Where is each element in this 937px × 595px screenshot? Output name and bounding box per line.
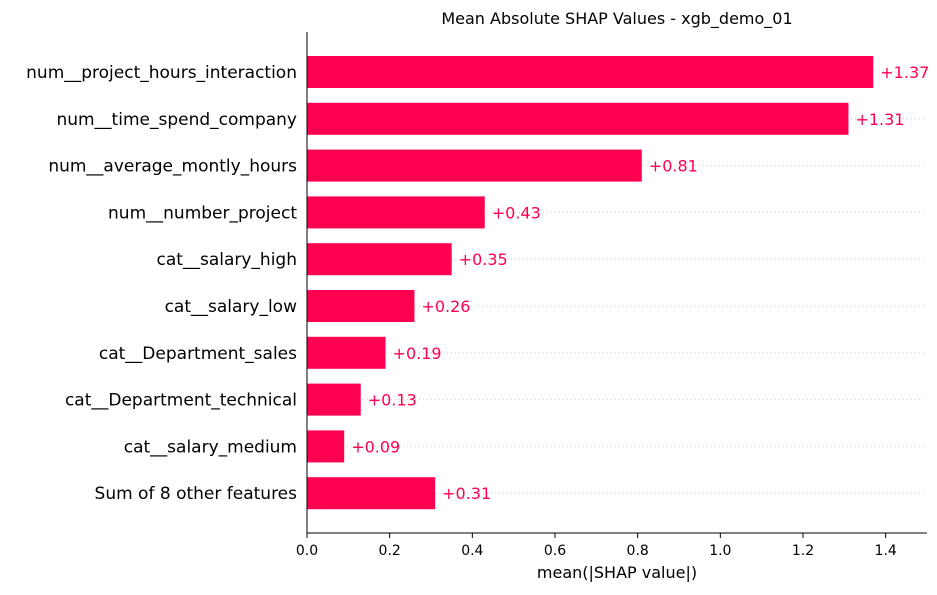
- bar: [307, 430, 345, 463]
- value-label: +0.35: [459, 250, 508, 269]
- category-label: cat__Department_technical: [65, 391, 297, 411]
- bar: [307, 196, 485, 229]
- value-label: +0.09: [351, 437, 400, 456]
- category-label: num__time_spend_company: [56, 110, 297, 130]
- category-label: num__average_montly_hours: [48, 157, 297, 177]
- chart-title: Mean Absolute SHAP Values - xgb_demo_01: [441, 9, 792, 29]
- category-label: num__number_project: [108, 203, 297, 223]
- category-label: cat__Department_sales: [99, 344, 297, 364]
- category-labels: num__project_hours_interaction num__time_…: [26, 63, 297, 504]
- x-tick-label: 0.2: [379, 543, 401, 559]
- x-tick-label: 0.4: [461, 543, 483, 559]
- bar: [307, 383, 361, 416]
- value-label: +0.81: [649, 157, 698, 176]
- value-label: +1.31: [855, 110, 904, 129]
- bar: [307, 243, 452, 276]
- value-label: +0.13: [368, 391, 417, 410]
- category-label: cat__salary_low: [165, 297, 298, 317]
- x-tick-label: 1.0: [709, 543, 731, 559]
- x-tick-label: 0.0: [296, 543, 318, 559]
- x-tick-label: 1.2: [792, 543, 814, 559]
- category-label: cat__salary_high: [157, 250, 297, 270]
- bar: [307, 477, 436, 510]
- value-label: +0.19: [393, 344, 442, 363]
- bar: [307, 290, 415, 322]
- category-label: Sum of 8 other features: [95, 484, 298, 504]
- category-label: num__project_hours_interaction: [26, 63, 297, 83]
- bar: [307, 149, 642, 182]
- row-guides: [307, 71, 927, 494]
- value-label: +1.37: [880, 63, 929, 82]
- bar: [307, 102, 849, 135]
- x-tick-label: 1.4: [875, 543, 897, 559]
- bar: [307, 56, 874, 88]
- value-label: +0.43: [492, 203, 541, 222]
- bars: [307, 56, 874, 510]
- bar: [307, 336, 386, 369]
- category-label: cat__salary_medium: [124, 437, 297, 457]
- value-labels: +1.37 +1.31 +0.81 +0.43 +0.35 +0.26 +0.19 +0.13…: [351, 63, 929, 503]
- x-axis-ticks: 0.0 0.2 0.4 0.6 0.8 1.0 1.2 1.4: [296, 533, 897, 559]
- x-tick-label: 0.8: [627, 543, 649, 559]
- x-tick-label: 0.6: [544, 543, 566, 559]
- value-label: +0.26: [421, 297, 470, 316]
- value-label: +0.31: [442, 484, 491, 503]
- x-axis-label: mean(|SHAP value|): [537, 563, 697, 582]
